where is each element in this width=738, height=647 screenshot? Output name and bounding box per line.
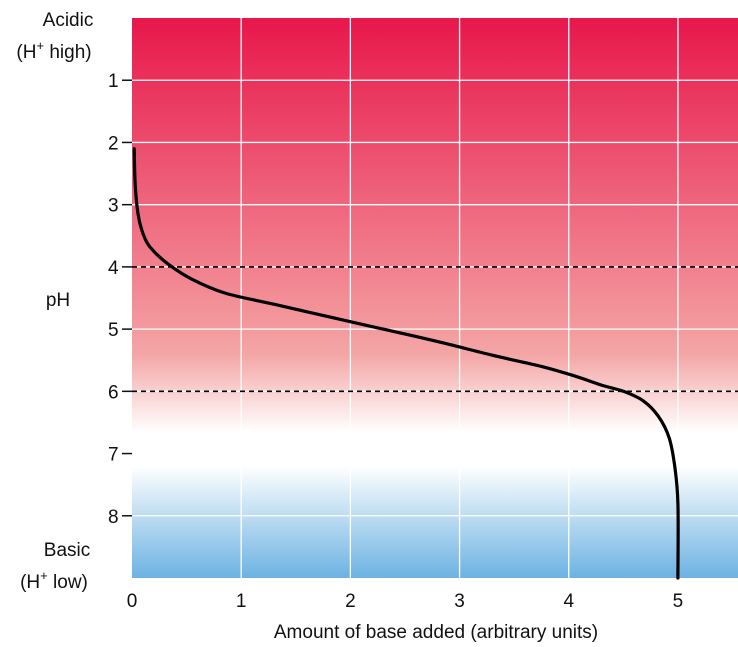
y-tick-label: 4	[108, 258, 119, 279]
reference-lines	[132, 266, 738, 393]
y-tick-label: 7	[108, 445, 119, 466]
titration-curve	[132, 147, 680, 580]
x-tick-label: 1	[236, 591, 247, 612]
x-tick-label: 5	[673, 591, 684, 612]
y-tick-label: 1	[108, 71, 119, 92]
acidic-label: Acidic	[43, 10, 94, 31]
acidic-sublabel: (H+ high)	[16, 38, 91, 63]
basic-label: Basic	[44, 540, 90, 561]
x-axis-label: Amount of base added (arbitrary units)	[274, 622, 598, 643]
y-axis-label: pH	[46, 290, 70, 311]
x-tick-label: 0	[127, 591, 138, 612]
y-tick-label: 8	[108, 507, 119, 528]
x-tick-labels: 0 1 2 3 4 5	[127, 591, 684, 612]
x-tick-label: 2	[345, 591, 356, 612]
x-tick-label: 4	[563, 591, 574, 612]
y-tick-label: 3	[108, 196, 119, 217]
x-tick-label: 3	[454, 591, 465, 612]
y-tick-label: 5	[108, 320, 119, 341]
y-tick-labels: 1 2 3 4 5 6 7 8	[108, 71, 132, 528]
basic-sublabel: (H+ low)	[20, 568, 88, 593]
y-tick-label: 2	[108, 133, 119, 154]
y-tick-label: 6	[108, 382, 119, 403]
plot-background	[132, 18, 738, 578]
